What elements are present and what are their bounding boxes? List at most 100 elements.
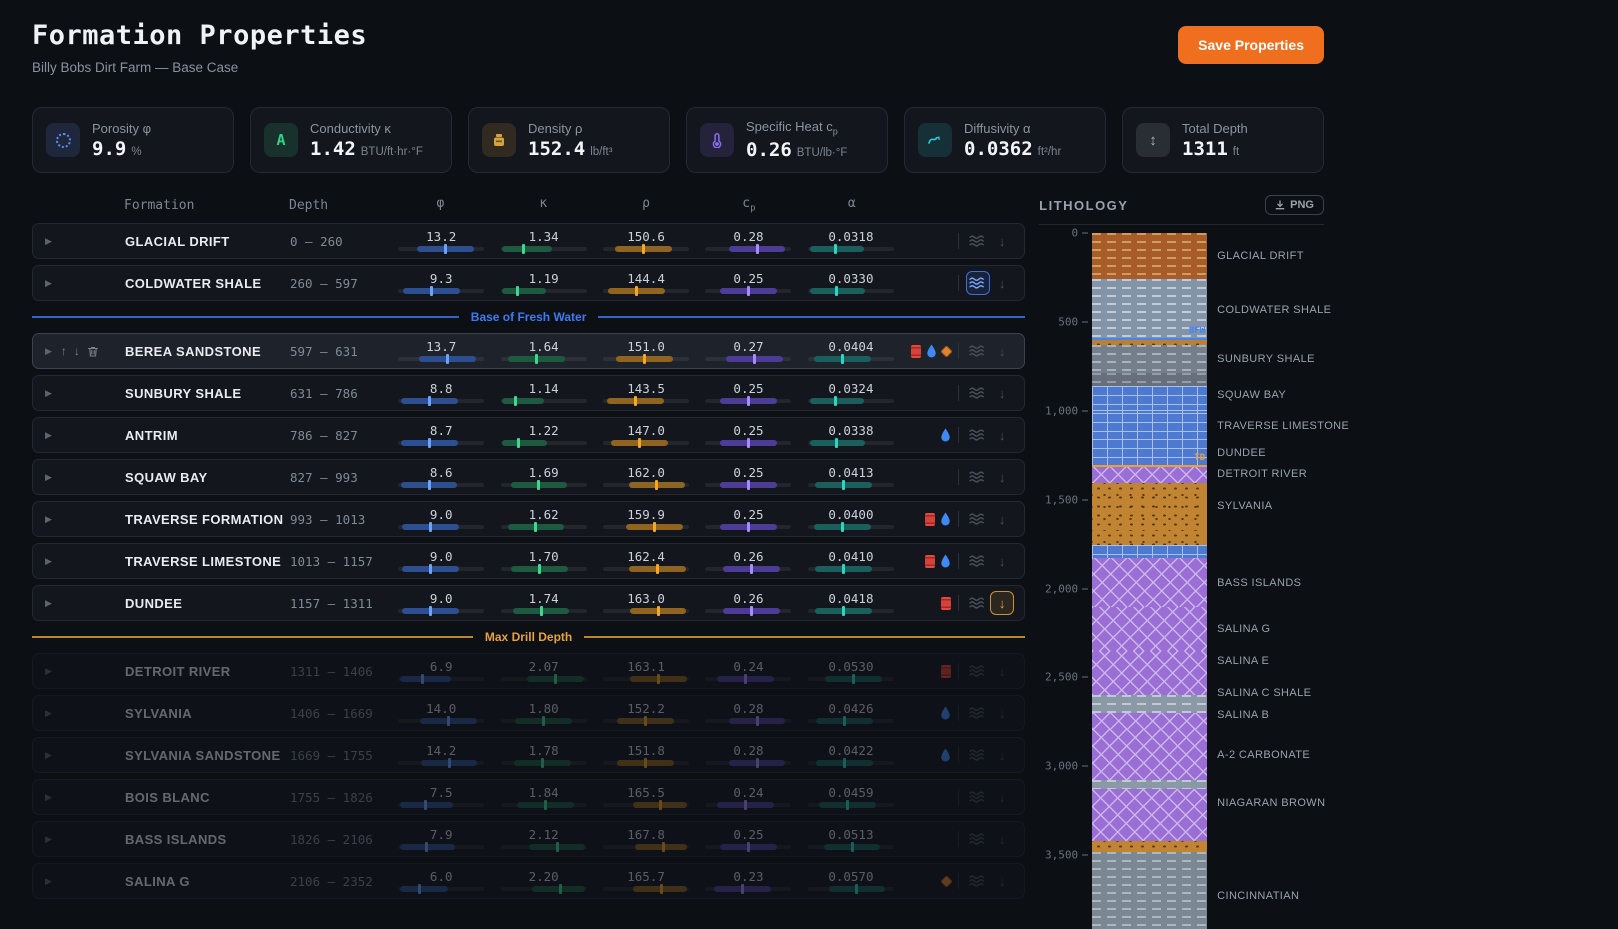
slider-thumb[interactable]	[418, 883, 422, 894]
param-slider-alpha[interactable]	[807, 353, 894, 364]
slider-thumb[interactable]	[428, 563, 432, 574]
param-slider-kappa[interactable]	[500, 563, 587, 574]
param-slider-rho[interactable]	[603, 521, 690, 532]
slider-thumb[interactable]	[445, 353, 449, 364]
max-drill-depth-toggle[interactable]: ↓	[990, 659, 1014, 683]
expand-row-button[interactable]: ▶	[43, 596, 54, 611]
slider-thumb[interactable]	[539, 605, 543, 616]
slider-thumb[interactable]	[656, 673, 660, 684]
param-slider-alpha[interactable]	[807, 605, 894, 616]
param-slider-alpha[interactable]	[808, 673, 894, 684]
param-slider-alpha[interactable]	[807, 243, 894, 254]
param-slider-kappa[interactable]	[500, 437, 587, 448]
expand-row-button[interactable]: ▶	[43, 832, 54, 847]
param-slider-cp[interactable]	[705, 521, 792, 532]
param-slider-rho[interactable]	[603, 563, 690, 574]
slider-thumb[interactable]	[744, 673, 748, 684]
slider-thumb[interactable]	[755, 243, 759, 254]
slider-thumb[interactable]	[841, 563, 845, 574]
param-slider-cp[interactable]	[705, 673, 791, 684]
max-drill-depth-toggle[interactable]: ↓	[990, 271, 1014, 295]
param-slider-rho[interactable]	[603, 437, 690, 448]
param-slider-kappa[interactable]	[501, 715, 587, 726]
base-fresh-water-toggle[interactable]	[966, 339, 990, 363]
max-drill-depth-toggle[interactable]: ↓	[990, 827, 1014, 851]
param-slider-rho[interactable]	[603, 243, 690, 254]
slider-thumb[interactable]	[855, 883, 859, 894]
slider-thumb[interactable]	[752, 353, 756, 364]
expand-row-button[interactable]: ▶	[43, 874, 54, 889]
param-slider-cp[interactable]	[705, 799, 791, 810]
slider-thumb[interactable]	[559, 883, 563, 894]
param-slider-alpha[interactable]	[807, 563, 894, 574]
slider-thumb[interactable]	[515, 285, 519, 296]
slider-thumb[interactable]	[655, 479, 659, 490]
slider-thumb[interactable]	[840, 521, 844, 532]
expand-row-button[interactable]: ▶	[43, 706, 54, 721]
param-slider-alpha[interactable]	[808, 799, 894, 810]
formation-row[interactable]: ▶ ANTRIM 786 – 827 8.7 1.22 147.0 0.25 0.0338 ↓	[32, 417, 1026, 453]
param-slider-phi[interactable]	[398, 285, 485, 296]
slider-thumb[interactable]	[746, 395, 750, 406]
param-slider-phi[interactable]	[398, 883, 484, 894]
formation-row[interactable]: ▶ SUNBURY SHALE 631 – 786 8.8 1.14 143.5 0.25 0…	[32, 375, 1026, 411]
formation-row[interactable]: ▶ BASS ISLANDS 1826 – 2106 7.9 2.12 167.8 0.25…	[32, 821, 1026, 857]
slider-thumb[interactable]	[541, 757, 545, 768]
expand-row-button[interactable]: ▶	[43, 234, 54, 249]
slider-thumb[interactable]	[749, 605, 753, 616]
param-slider-alpha[interactable]	[808, 841, 894, 852]
param-slider-alpha[interactable]	[807, 395, 894, 406]
param-slider-alpha[interactable]	[808, 757, 894, 768]
slider-thumb[interactable]	[643, 757, 647, 768]
slider-thumb[interactable]	[428, 395, 432, 406]
param-slider-kappa[interactable]	[500, 605, 587, 616]
max-drill-depth-toggle[interactable]: ↓	[990, 701, 1014, 725]
slider-thumb[interactable]	[635, 285, 639, 296]
slider-thumb[interactable]	[428, 605, 432, 616]
slider-thumb[interactable]	[446, 715, 450, 726]
slider-thumb[interactable]	[746, 841, 750, 852]
base-fresh-water-toggle[interactable]	[966, 507, 990, 531]
expand-row-button[interactable]: ▶	[43, 276, 54, 291]
param-slider-rho[interactable]	[603, 799, 689, 810]
slider-thumb[interactable]	[835, 437, 839, 448]
max-drill-depth-toggle[interactable]: ↓	[990, 339, 1014, 363]
slider-thumb[interactable]	[425, 841, 428, 852]
param-slider-rho[interactable]	[603, 285, 690, 296]
expand-row-button[interactable]: ▶	[43, 470, 54, 485]
formation-row[interactable]: ▶ SQUAW BAY 827 – 993 8.6 1.69 162.0 0.25 0.041…	[32, 459, 1026, 495]
slider-thumb[interactable]	[642, 243, 646, 254]
base-fresh-water-toggle[interactable]	[966, 743, 990, 767]
slider-thumb[interactable]	[638, 437, 642, 448]
param-slider-rho[interactable]	[603, 479, 690, 490]
base-fresh-water-toggle[interactable]	[966, 591, 990, 615]
param-slider-rho[interactable]	[603, 605, 690, 616]
max-drill-depth-toggle[interactable]: ↓	[990, 507, 1014, 531]
slider-thumb[interactable]	[653, 521, 657, 532]
param-slider-alpha[interactable]	[808, 883, 894, 894]
base-fresh-water-toggle[interactable]	[966, 423, 990, 447]
formation-row[interactable]: ▶ DUNDEE 1157 – 1311 9.0 1.74 163.0 0.26 0.0418…	[32, 585, 1026, 621]
param-slider-rho[interactable]	[603, 715, 689, 726]
expand-row-button[interactable]: ▶	[43, 664, 54, 679]
param-slider-cp[interactable]	[705, 757, 791, 768]
save-properties-button[interactable]: Save Properties	[1178, 26, 1324, 64]
slider-thumb[interactable]	[841, 479, 845, 490]
param-slider-rho[interactable]	[603, 757, 689, 768]
slider-thumb[interactable]	[834, 285, 838, 296]
base-fresh-water-toggle[interactable]	[966, 785, 990, 809]
slider-thumb[interactable]	[542, 715, 546, 726]
param-slider-phi[interactable]	[398, 605, 485, 616]
slider-thumb[interactable]	[537, 479, 541, 490]
slider-thumb[interactable]	[842, 605, 846, 616]
param-slider-phi[interactable]	[398, 521, 485, 532]
max-drill-depth-toggle[interactable]: ↓	[990, 423, 1014, 447]
expand-row-button[interactable]: ▶	[43, 748, 54, 763]
expand-row-button[interactable]: ▶	[43, 344, 54, 359]
base-fresh-water-toggle[interactable]	[966, 229, 990, 253]
param-slider-phi[interactable]	[398, 715, 484, 726]
param-slider-cp[interactable]	[705, 243, 792, 254]
param-slider-rho[interactable]	[603, 673, 689, 684]
param-slider-cp[interactable]	[705, 605, 792, 616]
param-slider-cp[interactable]	[705, 563, 792, 574]
